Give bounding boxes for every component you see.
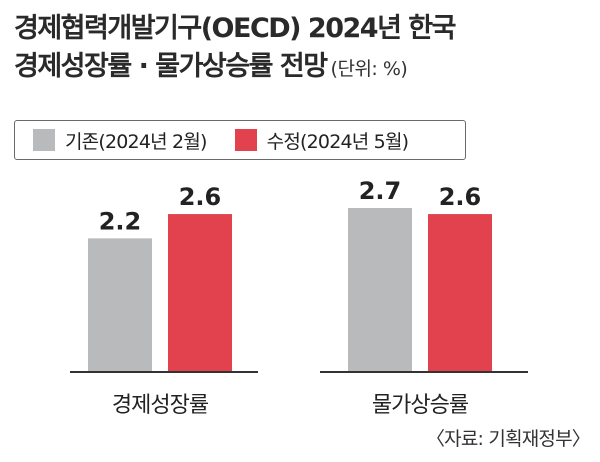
unit-label: (단위: %) — [330, 58, 408, 80]
category-label-1: 경제성장률 — [112, 393, 209, 418]
data-label-previous-1: 2.2 — [99, 207, 142, 235]
bar-revised-1 — [168, 214, 232, 372]
legend-label-previous: 기존(2024년 2월) — [65, 130, 207, 153]
category-label-2: 물가상승률 — [372, 393, 469, 418]
legend-item-revised: 수정(2024년 5월) — [234, 127, 409, 154]
legend-swatch-previous — [33, 129, 55, 151]
bar-revised-2 — [428, 214, 492, 372]
bar-previous-1 — [88, 238, 152, 372]
title-line-2-text: 경제성장률 · 물가상승률 전망 — [14, 51, 328, 82]
chart-title: 경제협력개발기구(OECD) 2024년 한국 경제성장률 · 물가상승률 전망… — [14, 10, 594, 88]
data-label-previous-2: 2.7 — [359, 177, 402, 205]
data-label-revised-2: 2.6 — [439, 183, 482, 211]
legend-item-previous: 기존(2024년 2월) — [33, 127, 207, 154]
legend-label-revised: 수정(2024년 5월) — [266, 130, 409, 153]
legend-swatch-revised — [234, 129, 257, 151]
bar-previous-2 — [348, 208, 412, 372]
title-line-2: 경제성장률 · 물가상승률 전망 (단위: %) — [14, 48, 594, 88]
legend: 기존(2024년 2월) 수정(2024년 5월) — [14, 120, 466, 160]
source-note: 〈자료: 기획재정부〉 — [425, 428, 591, 450]
data-label-revised-1: 2.6 — [179, 183, 222, 211]
title-line-1: 경제협력개발기구(OECD) 2024년 한국 — [14, 13, 457, 44]
